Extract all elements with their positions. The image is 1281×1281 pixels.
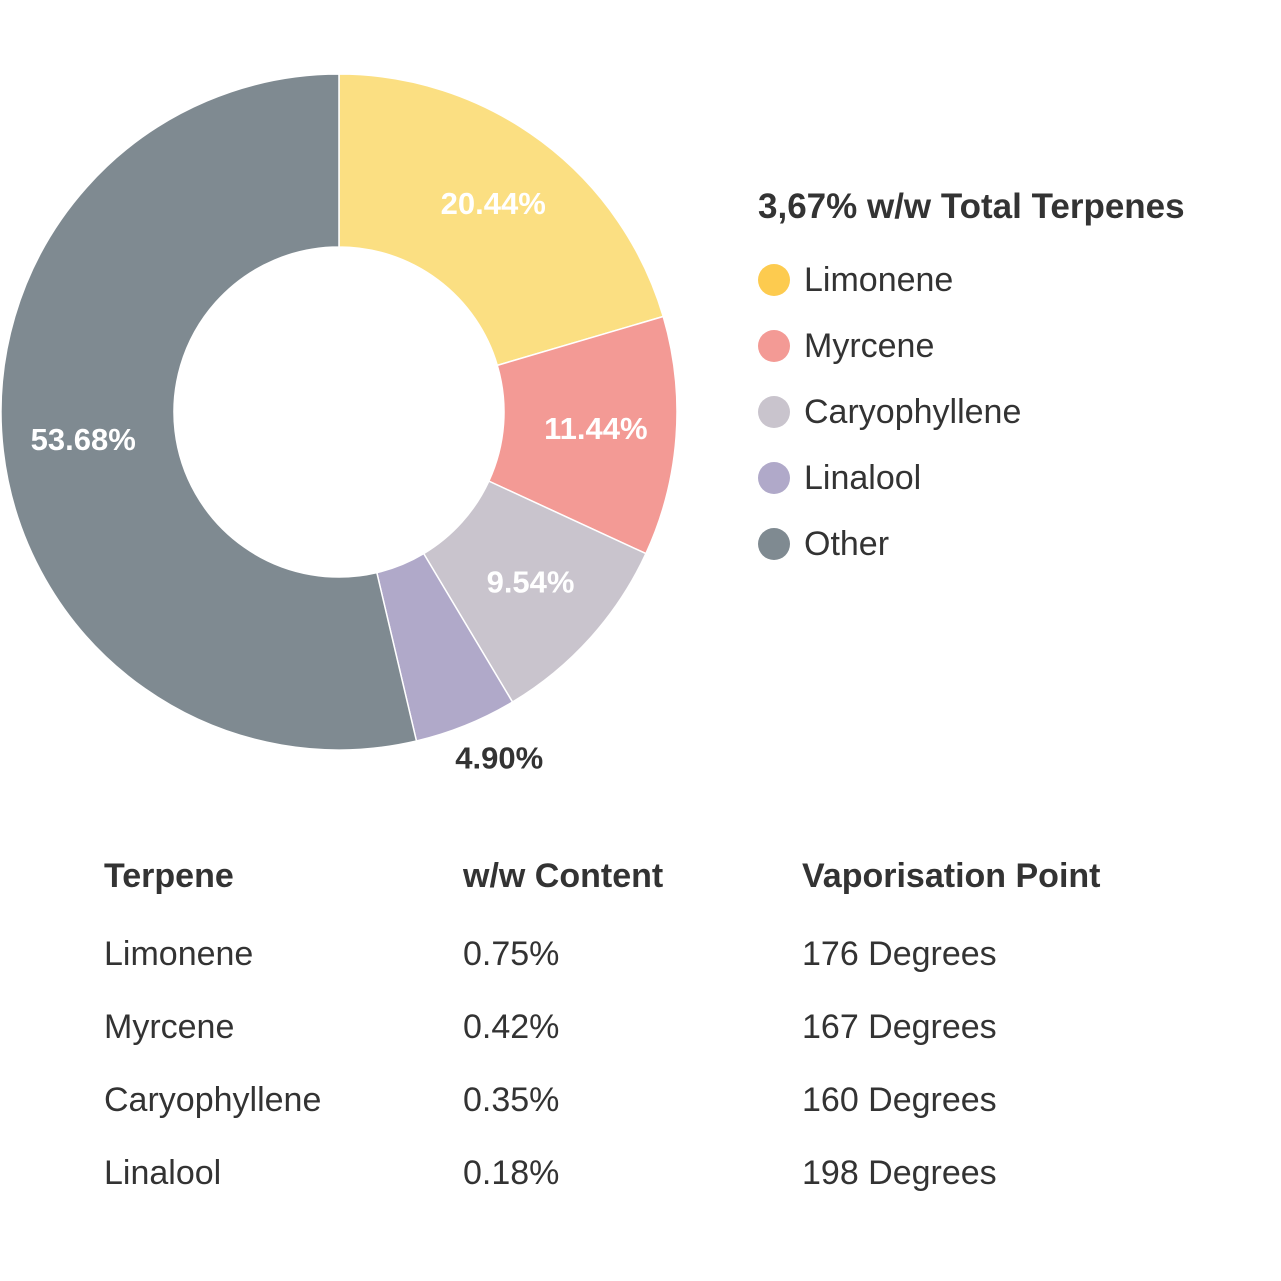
slice-limonene <box>338 73 665 367</box>
legend-dot-myrcene <box>758 330 790 362</box>
table-cell: 167 Degrees <box>802 1008 997 1046</box>
legend-dot-limonene <box>758 264 790 296</box>
table-row: Linalool 0.18% 198 Degrees <box>104 1137 1224 1210</box>
legend-label: Linalool <box>804 459 922 497</box>
table-cell: 198 Degrees <box>802 1154 997 1192</box>
table-cell: 0.18% <box>463 1154 560 1192</box>
slice-label-caryophyllene: 9.54% <box>487 564 575 599</box>
legend: 3,67% w/w Total Terpenes Limonene Myrcen… <box>758 182 1273 577</box>
legend-dot-linalool <box>758 462 790 494</box>
legend-label: Other <box>804 525 890 563</box>
table-cell: 160 Degrees <box>802 1081 997 1119</box>
slice-other <box>0 73 418 751</box>
table-cell: Limonene <box>104 935 254 973</box>
chart-title: 3,67% w/w Total Terpenes <box>758 187 1185 226</box>
terpene-table: Terpene w/w Content Vaporisation Point L… <box>104 840 1224 1210</box>
legend-label: Caryophyllene <box>804 393 1022 431</box>
legend-label: Limonene <box>804 261 954 299</box>
table-row: Limonene 0.75% 176 Degrees <box>104 918 1224 991</box>
table-header: Terpene <box>104 857 234 895</box>
table-cell: 0.42% <box>463 1008 560 1046</box>
legend-list: Limonene Myrcene Caryophyllene Linalool … <box>758 247 1273 577</box>
table-cell: 176 Degrees <box>802 935 997 973</box>
table-cell: 0.35% <box>463 1081 560 1119</box>
legend-item-linalool: Linalool <box>758 445 1273 511</box>
legend-item-caryophyllene: Caryophyllene <box>758 379 1273 445</box>
legend-item-myrcene: Myrcene <box>758 313 1273 379</box>
table-row: Caryophyllene 0.35% 160 Degrees <box>104 1064 1224 1137</box>
legend-label: Myrcene <box>804 327 935 365</box>
table-row: Myrcene 0.42% 167 Degrees <box>104 991 1224 1064</box>
table-header-row: Terpene w/w Content Vaporisation Point <box>104 840 1224 912</box>
slice-label-myrcene: 11.44% <box>544 411 647 446</box>
slice-label-limonene: 20.44% <box>441 186 546 221</box>
table-cell: Linalool <box>104 1154 222 1192</box>
legend-item-limonene: Limonene <box>758 247 1273 313</box>
legend-dot-other <box>758 528 790 560</box>
legend-item-other: Other <box>758 511 1273 577</box>
table-header: Vaporisation Point <box>802 857 1101 895</box>
slice-label-linalool: 4.90% <box>455 740 543 775</box>
slice-label-other: 53.68% <box>31 422 136 457</box>
donut-chart: 20.44% 11.44% 9.54% 4.90% 53.68% <box>0 73 678 775</box>
legend-dot-caryophyllene <box>758 396 790 428</box>
table-cell: Myrcene <box>104 1008 235 1046</box>
table-header: w/w Content <box>463 857 664 895</box>
table-cell: Caryophyllene <box>104 1081 322 1119</box>
table-cell: 0.75% <box>463 935 560 973</box>
